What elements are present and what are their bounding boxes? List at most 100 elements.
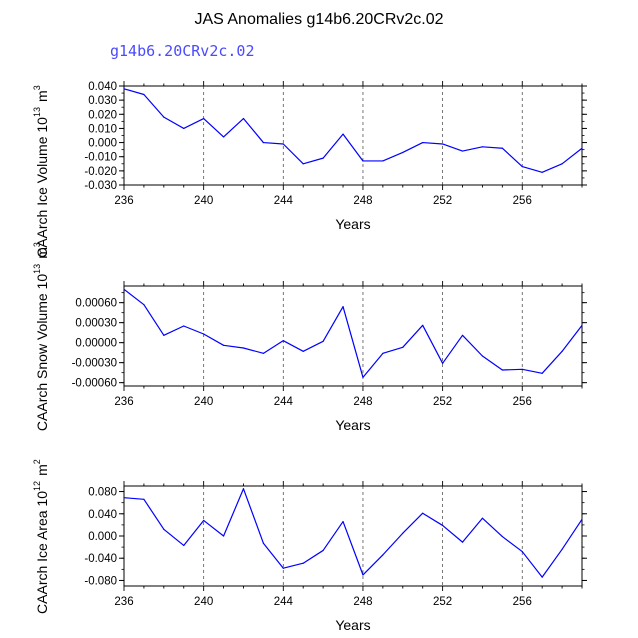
data-point bbox=[143, 93, 145, 96]
ice-area-panel: -0.080 -0.040 0.000 0.040 0.080 236 240 244 248 2… bbox=[32, 458, 587, 633]
x-tick-label: 236 bbox=[114, 396, 133, 408]
data-point bbox=[481, 146, 484, 148]
data-point bbox=[163, 334, 165, 336]
data-point bbox=[382, 554, 384, 556]
ice-volume-panel: -0.030 -0.020 -0.010 0.000 0.010 0.020 0.030 0.… bbox=[32, 81, 587, 258]
data-point bbox=[302, 163, 304, 165]
y-axis-label: CAArch Ice Area 1012 m2 bbox=[32, 458, 50, 614]
data-point bbox=[282, 143, 284, 145]
plot-frame bbox=[123, 485, 583, 587]
data-point bbox=[521, 550, 523, 553]
data-point bbox=[481, 517, 484, 519]
ice-area-series-line bbox=[123, 488, 583, 578]
x-tick-label: 240 bbox=[194, 195, 213, 207]
data-point bbox=[461, 541, 464, 543]
data-point bbox=[163, 116, 165, 118]
data-point bbox=[581, 147, 583, 149]
data-point bbox=[442, 143, 444, 145]
data-point bbox=[242, 117, 245, 120]
data-point bbox=[242, 488, 245, 490]
data-point bbox=[521, 166, 523, 168]
data-point bbox=[123, 88, 125, 90]
x-tick-label: 244 bbox=[274, 596, 294, 608]
y-tick-label: 0.000 bbox=[88, 138, 117, 150]
x-tick-label: 252 bbox=[433, 195, 452, 207]
x-tick-label: 244 bbox=[274, 396, 294, 408]
data-point bbox=[362, 376, 364, 378]
data-point bbox=[203, 519, 205, 522]
data-point bbox=[422, 512, 424, 514]
x-axis-label: Years bbox=[335, 216, 370, 232]
y-tick-label: 0.00000 bbox=[75, 338, 117, 350]
data-point bbox=[382, 352, 384, 354]
data-point bbox=[461, 150, 464, 152]
y-tick-label: -0.040 bbox=[84, 553, 117, 565]
data-point bbox=[342, 133, 344, 135]
y-tick-label: -0.00030 bbox=[72, 358, 117, 370]
data-point bbox=[541, 171, 543, 173]
plot-frame bbox=[123, 285, 583, 387]
data-point bbox=[322, 340, 324, 342]
x-tick-label: 256 bbox=[513, 396, 532, 408]
y-tick-label: -0.030 bbox=[84, 180, 117, 192]
data-point bbox=[362, 574, 364, 576]
x-axis-label: Years bbox=[335, 417, 370, 433]
y-tick-label: 0.020 bbox=[88, 109, 117, 121]
y-tick-label: 0.040 bbox=[88, 81, 117, 93]
y-tick-label: 0.010 bbox=[88, 123, 117, 135]
data-point bbox=[541, 372, 543, 374]
x-tick-label: 248 bbox=[353, 195, 372, 207]
data-point bbox=[282, 340, 284, 342]
data-point bbox=[402, 532, 404, 534]
data-point bbox=[242, 347, 245, 349]
chart-title: JAS Anomalies g14b6.20CRv2c.02 bbox=[194, 11, 443, 28]
x-tick-label: 248 bbox=[353, 396, 372, 408]
data-point bbox=[581, 518, 583, 520]
data-point bbox=[322, 157, 324, 159]
plot-frame bbox=[123, 85, 583, 186]
y-tick-label: -0.00060 bbox=[72, 378, 117, 390]
y-tick-label: 0.040 bbox=[88, 509, 117, 521]
data-point bbox=[222, 136, 225, 138]
data-point bbox=[203, 333, 205, 335]
x-tick-label: 240 bbox=[194, 596, 213, 608]
data-point bbox=[322, 549, 324, 552]
data-point bbox=[143, 304, 145, 306]
data-point bbox=[183, 325, 185, 327]
data-point bbox=[402, 346, 404, 348]
data-point bbox=[262, 141, 264, 144]
data-point bbox=[442, 524, 444, 527]
y-tick-label: 0.080 bbox=[88, 487, 117, 499]
data-point bbox=[342, 306, 344, 308]
x-tick-label: 252 bbox=[433, 596, 452, 608]
x-tick-label: 240 bbox=[194, 396, 213, 408]
data-point bbox=[302, 562, 304, 564]
data-point bbox=[461, 334, 464, 336]
y-tick-label: 0.00060 bbox=[75, 298, 117, 310]
x-tick-label: 236 bbox=[114, 596, 133, 608]
data-point bbox=[561, 350, 563, 352]
data-point bbox=[541, 576, 543, 578]
data-point bbox=[222, 535, 225, 537]
data-point bbox=[402, 151, 404, 154]
data-point bbox=[282, 567, 284, 569]
y-tick-label: 0.00030 bbox=[75, 318, 117, 330]
data-point bbox=[561, 548, 563, 550]
data-point bbox=[163, 528, 165, 530]
data-point bbox=[501, 147, 503, 149]
x-axis-label: Years bbox=[335, 617, 370, 633]
data-point bbox=[442, 362, 444, 364]
data-point bbox=[262, 542, 264, 544]
data-point bbox=[222, 344, 225, 346]
x-tick-label: 236 bbox=[114, 195, 133, 207]
data-point bbox=[123, 288, 125, 290]
y-tick-label: 0.030 bbox=[88, 95, 117, 107]
y-axis-label: CAArch Snow Volume 1013 m3 bbox=[32, 241, 50, 431]
data-point bbox=[581, 324, 583, 326]
y-tick-label: -0.020 bbox=[84, 166, 117, 178]
data-point bbox=[342, 520, 344, 523]
x-tick-label: 256 bbox=[513, 596, 532, 608]
data-point bbox=[183, 127, 185, 130]
y-axis-label: CAArch Ice Volume 1013 m3 bbox=[32, 84, 50, 258]
